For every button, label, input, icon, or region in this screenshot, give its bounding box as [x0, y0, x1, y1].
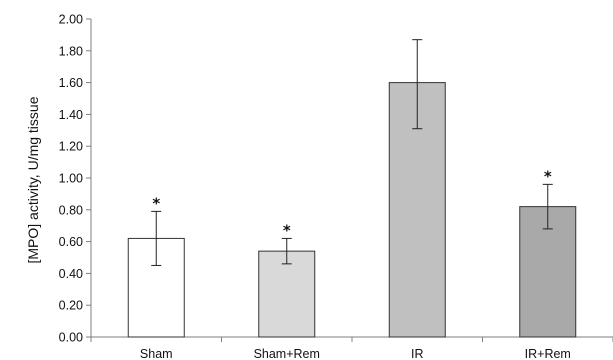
y-tick-label: 0.80 — [59, 203, 83, 217]
y-tick-label: 1.60 — [59, 76, 83, 90]
significance-marker: * — [544, 167, 552, 185]
y-tick-label: 2.00 — [59, 13, 83, 27]
x-axis: Sham Sham+Rem IR IR+Rem — [90, 336, 613, 360]
y-tick-label: 0.60 — [59, 235, 83, 249]
y-tick-label: 1.00 — [59, 172, 83, 186]
x-category-label: Sham+Rem — [254, 347, 320, 360]
y-tick-label: 0.40 — [59, 267, 83, 281]
x-category-label: Sham — [140, 347, 173, 360]
significance-marker: * — [283, 221, 291, 239]
y-axis: 0.00 0.20 0.40 0.60 0.80 1.00 1.20 1.40 1.60 1.80… — [59, 13, 92, 345]
x-category-label: IR — [411, 347, 424, 360]
bars: * * * — [127, 39, 577, 338]
x-category-label: IR+Rem — [525, 347, 571, 360]
y-tick-label: 1.40 — [59, 108, 83, 122]
significance-marker: * — [152, 194, 160, 212]
y-tick-label: 1.80 — [59, 44, 83, 58]
y-tick-label: 1.20 — [59, 140, 83, 154]
y-tick-label: 0.20 — [59, 299, 83, 313]
bar — [258, 250, 316, 338]
y-axis-label: [MPO] activity, U/mg tissue — [25, 96, 41, 263]
y-tick-label: 0.00 — [59, 331, 83, 345]
